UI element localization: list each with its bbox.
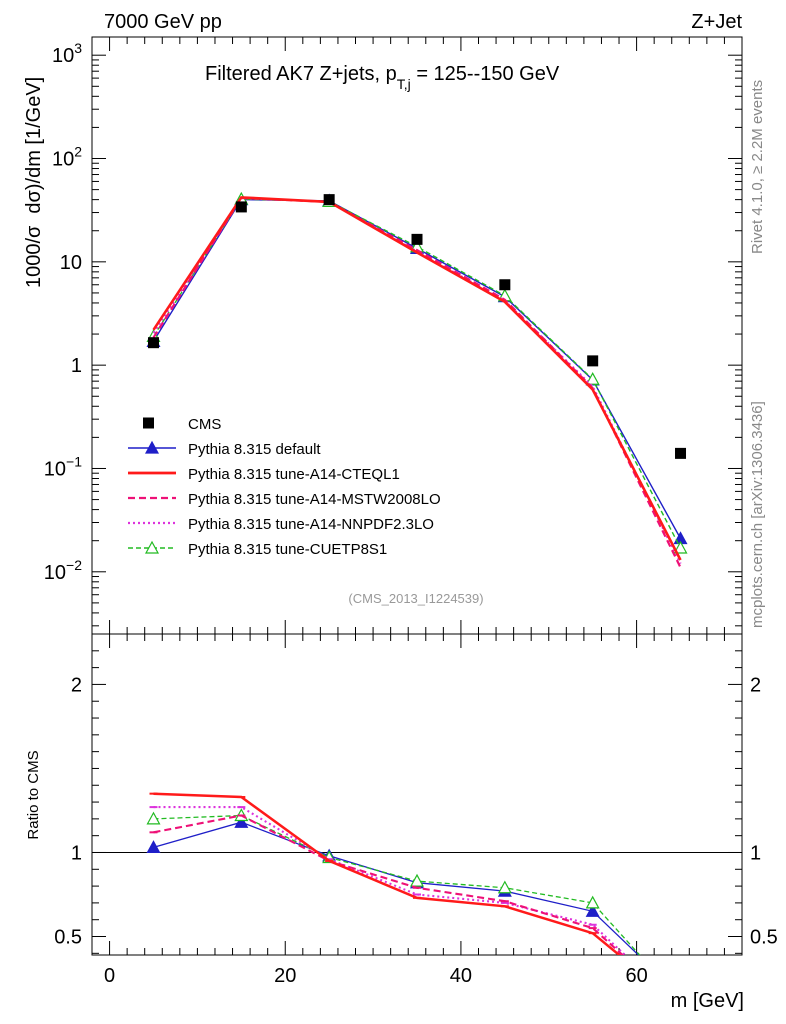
- ratio-axis-ticks: 0 20 40 60 0.5 0.5 1 1 2 2: [54, 633, 778, 987]
- main-marker-cuetp8s1: [585, 372, 600, 385]
- main-marker-cms: [675, 447, 687, 459]
- source-label: mcplots.cern.ch [arXiv:1306.3436]: [749, 401, 766, 628]
- ratio-marker-cuetp8s1: [497, 880, 512, 894]
- x-tick-label: 40: [450, 965, 472, 987]
- x-tick-label: 0: [104, 965, 115, 987]
- legend-label: Pythia 8.315 tune-A14-CTEQL1: [188, 466, 400, 483]
- legend-label: Pythia 8.315 tune-A14-NNPDF2.3LO: [188, 516, 434, 533]
- legend-marker: [144, 440, 160, 454]
- ratio-marker-cuetp8s1: [585, 895, 600, 909]
- ratio-y-tick-label: 1: [71, 842, 82, 864]
- ratio-line-2: [153, 814, 625, 955]
- main-y-tick-label: 10−1: [44, 453, 82, 480]
- header-left: 7000 GeV pp: [104, 11, 222, 33]
- legend-label: Pythia 8.315 tune-CUETP8S1: [188, 541, 387, 558]
- main-y-tick-label: 10: [60, 252, 82, 274]
- main-y-tick-label: 10−2: [44, 557, 82, 584]
- ratio-marker-cuetp8s1: [146, 811, 161, 825]
- ratio-frame-rect: [91, 633, 743, 956]
- main-y-tick-label: 1: [71, 355, 82, 377]
- legend-marker: [144, 540, 160, 554]
- main-marker-cms: [323, 194, 335, 206]
- plot-title: Filtered AK7 Z+jets, pT,j = 125--150 GeV: [205, 63, 560, 92]
- main-y-tick-label: 103: [52, 40, 82, 67]
- analysis-annotation: (CMS_2013_I1224539): [348, 591, 483, 606]
- legend-swatch-cms: [143, 417, 154, 429]
- ratio-line-1: [153, 792, 622, 955]
- ratio-y-tick-label: 2: [71, 674, 82, 696]
- main-marker-cms: [499, 279, 511, 291]
- main-line-2: [152, 196, 682, 561]
- rivet-version-label: Rivet 4.1.0, ≥ 2.2M events: [749, 80, 766, 254]
- ratio-marker-default: [146, 840, 161, 854]
- ratio-marker-default: [234, 814, 249, 828]
- ratio-marker-default: [585, 904, 600, 917]
- main-marker-cms: [235, 201, 247, 213]
- legend: CMS Pythia 8.315 default Pythia 8.315 tune…: [128, 416, 441, 558]
- legend-label: Pythia 8.315 tune-A14-MSTW2008LO: [188, 491, 441, 508]
- ratio-line-0: [153, 821, 640, 955]
- header-right: Z+Jet: [691, 11, 742, 33]
- ratio-y-axis-label: Ratio to CMS: [25, 750, 42, 839]
- legend-label: Pythia 8.315 default: [188, 441, 321, 458]
- ratio-line-4: [153, 814, 641, 955]
- x-tick-label: 20: [274, 965, 296, 987]
- ratio-y-tick-label: 0.5: [54, 927, 82, 949]
- ratio-y-tick-label-right: 2: [750, 674, 761, 696]
- ratio-series: [146, 792, 641, 955]
- ratio-marker-cuetp8s1: [409, 873, 425, 887]
- main-marker-cuetp8s1: [673, 540, 688, 554]
- x-axis-label: m [GeV]: [671, 990, 744, 1012]
- main-marker-cms: [411, 233, 423, 245]
- main-marker-cms: [587, 355, 599, 367]
- ratio-y-tick-label-right: 1: [750, 842, 761, 864]
- ratio-y-tick-label-right: 0.5: [750, 927, 778, 949]
- ratio-line-3: [153, 806, 627, 955]
- legend-label: CMS: [188, 416, 221, 433]
- main-y-axis-label: 1000/σdσ)/dm [1/GeV]: [23, 77, 45, 288]
- main-series: [146, 191, 688, 568]
- main-marker-cms: [147, 337, 159, 349]
- ratio-plot-frame: [91, 633, 743, 956]
- x-tick-label: 60: [625, 965, 647, 987]
- main-y-tick-label: 102: [52, 144, 82, 171]
